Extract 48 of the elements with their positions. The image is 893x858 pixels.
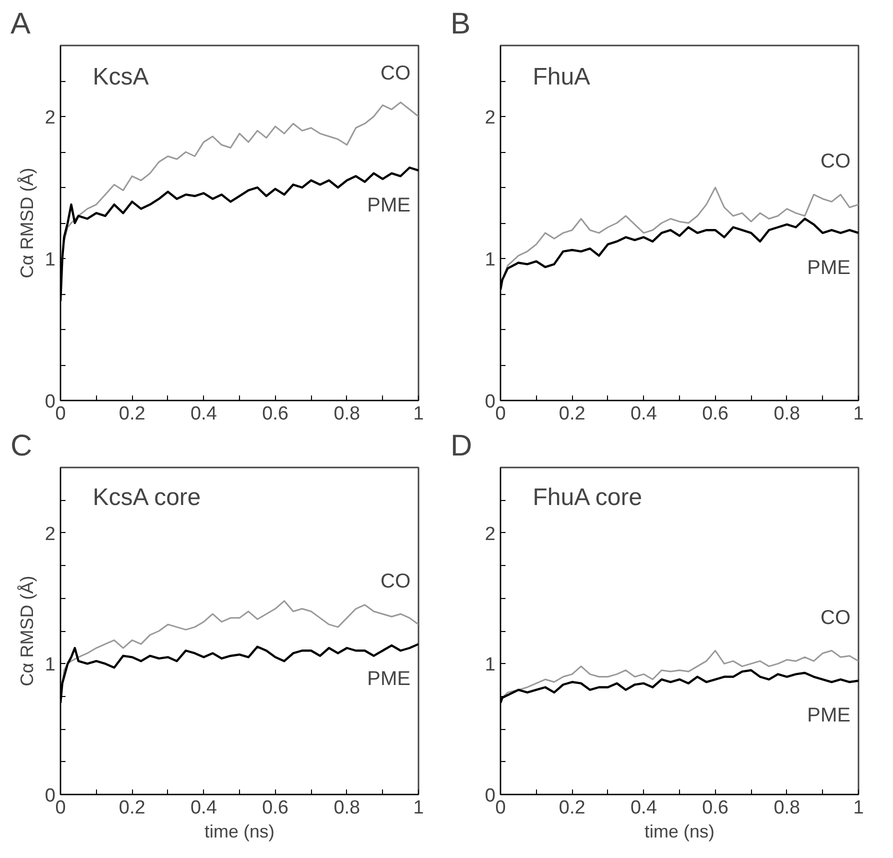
x-tick-label: 0.4 bbox=[190, 798, 218, 818]
series-label: PME bbox=[807, 256, 851, 279]
series-label: CO bbox=[820, 150, 850, 173]
chart-title: A bbox=[10, 8, 31, 40]
y-tick-label: 2 bbox=[44, 524, 56, 545]
x-tick-label: 0.8 bbox=[334, 798, 360, 818]
y-tick-label: 1 bbox=[44, 654, 56, 676]
x-tick-label: 1 bbox=[853, 404, 864, 424]
x-tick-label: 1 bbox=[853, 798, 864, 818]
x-tick-label: 0.8 bbox=[334, 404, 360, 424]
x-tick-label: 0.2 bbox=[558, 798, 586, 818]
series-label: PME bbox=[367, 194, 411, 216]
y-tick-label: 1 bbox=[44, 250, 56, 270]
text: FhuA bbox=[532, 63, 590, 90]
x-tick-label: 0.8 bbox=[774, 404, 800, 424]
y-tick-label: 2 bbox=[44, 108, 56, 128]
x-tick-label: 0.2 bbox=[558, 404, 586, 424]
text: FhuA core bbox=[532, 484, 642, 511]
x-tick-label: 0.8 bbox=[774, 798, 800, 818]
x-tick-label: 0.6 bbox=[702, 798, 729, 818]
text: KcsA bbox=[92, 63, 149, 90]
x-tick-label: 0.6 bbox=[262, 798, 289, 818]
x-tick-label: 0.2 bbox=[118, 404, 146, 424]
y-tick-label: 2 bbox=[484, 108, 496, 128]
series-label: PME bbox=[367, 668, 411, 690]
x-tick-label: 0.4 bbox=[630, 798, 658, 818]
series-label: PME bbox=[807, 704, 851, 727]
x-axis-title: time (ns) bbox=[644, 822, 715, 842]
y-tick-label: 1 bbox=[484, 654, 496, 676]
x-tick-label: 0.4 bbox=[630, 404, 658, 424]
y-tick-label: 2 bbox=[484, 524, 496, 545]
series-label: CO bbox=[820, 607, 850, 630]
chart-title: B bbox=[450, 8, 471, 40]
x-axis-title: time (ns) bbox=[204, 822, 275, 842]
y-axis-title: Cα RMSD (Å) bbox=[16, 168, 37, 278]
text: KcsA core bbox=[92, 484, 201, 511]
x-tick-label: 0.6 bbox=[262, 404, 289, 424]
x-tick-label: 0.4 bbox=[190, 404, 218, 424]
x-tick-label: 1 bbox=[413, 404, 424, 424]
y-axis-title: Cα RMSD (Å) bbox=[16, 576, 37, 686]
y-tick-label: 1 bbox=[484, 250, 496, 270]
x-tick-label: 1 bbox=[413, 798, 424, 818]
x-tick-label: 0.6 bbox=[702, 404, 729, 424]
chart-title: C bbox=[10, 430, 32, 462]
x-tick-label: 0.2 bbox=[118, 798, 146, 818]
series-label: CO bbox=[380, 62, 410, 84]
series-label: CO bbox=[380, 570, 410, 592]
chart-title: D bbox=[450, 430, 472, 462]
